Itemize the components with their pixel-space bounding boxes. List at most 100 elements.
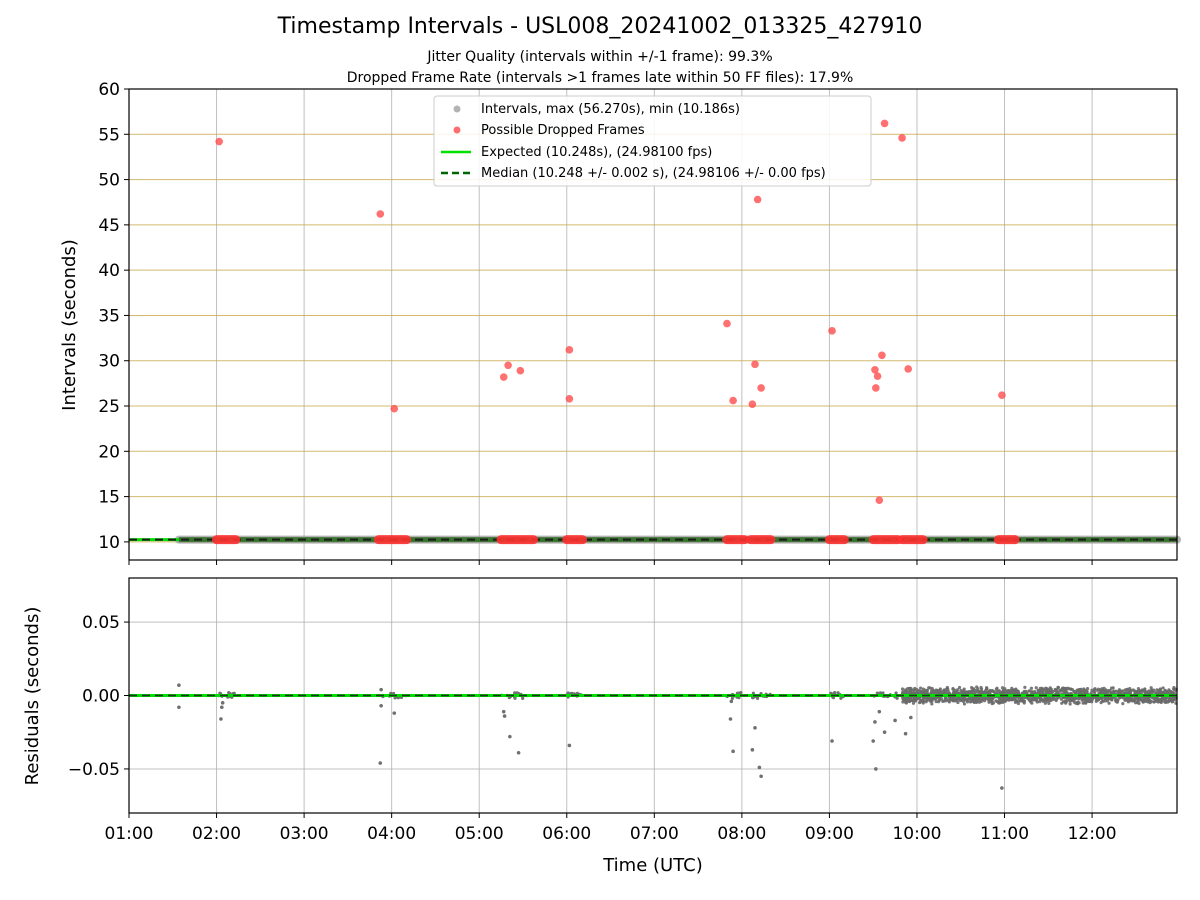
residual-point	[1078, 688, 1083, 692]
residual-point	[1172, 687, 1176, 691]
residual-outlier-point	[177, 705, 181, 710]
residual-outlier-point	[873, 720, 877, 724]
residual-outlier-point	[501, 709, 506, 714]
dropped-frame-point	[390, 404, 399, 413]
residual-point	[989, 699, 993, 703]
residual-outlier-point	[378, 761, 383, 765]
residual-point	[1171, 690, 1175, 695]
residual-point	[959, 697, 964, 701]
dropped-frame-point	[873, 372, 882, 380]
residual-outlier-point	[392, 711, 397, 715]
bottom-x-tick-label: 09:00	[805, 824, 854, 844]
residual-point	[972, 696, 976, 700]
residual-point	[1030, 701, 1034, 705]
residual-point	[1031, 698, 1035, 702]
residual-point	[1114, 689, 1118, 693]
residual-point	[969, 697, 973, 701]
dropped-frame-point	[565, 394, 574, 403]
residual-point	[955, 697, 960, 702]
residual-point	[917, 689, 921, 693]
residual-point	[1000, 686, 1005, 690]
residual-point	[1046, 687, 1051, 691]
residual-point	[1154, 696, 1158, 701]
residual-point	[949, 696, 953, 700]
residual-point	[393, 696, 397, 700]
residual-point	[955, 691, 959, 695]
residual-point	[921, 699, 925, 703]
chart-title: Timestamp Intervals - USL008_20241002_01…	[277, 14, 923, 39]
residual-point	[1006, 697, 1010, 701]
residual-point	[1029, 686, 1034, 690]
residual-point	[1140, 698, 1144, 702]
legend-entry-intervals: Intervals, max (56.270s), min (10.186s)	[481, 102, 740, 117]
residual-point	[962, 702, 967, 706]
residual-point	[1038, 698, 1043, 702]
residual-outlier-point	[220, 701, 225, 705]
residual-point	[1131, 699, 1135, 703]
residual-point	[979, 698, 983, 702]
residual-point	[930, 702, 934, 706]
residual-outlier-point	[220, 705, 224, 710]
residual-point	[1082, 696, 1086, 700]
residual-point	[1054, 688, 1058, 693]
residual-point	[1083, 701, 1087, 705]
residual-point	[839, 696, 843, 700]
dropped-frame-point	[898, 134, 906, 142]
residual-point	[1173, 698, 1177, 702]
bottom-x-tick-label: 10:00	[892, 824, 941, 844]
residual-point	[908, 686, 912, 690]
legend-marker-dropped	[453, 126, 461, 134]
bottom-x-tick-label: 04:00	[367, 824, 416, 844]
residual-point	[1044, 686, 1048, 690]
residual-point	[919, 686, 923, 690]
residual-point	[933, 697, 938, 701]
top-y-tick-label: 45	[98, 216, 120, 236]
residual-point	[1036, 688, 1040, 692]
top-y-tick-label: 50	[98, 171, 120, 191]
dropped-frame-point	[872, 384, 880, 392]
residual-point	[1113, 696, 1117, 700]
top-y-tick-label: 25	[98, 397, 120, 417]
top-y-tick-label: 40	[98, 261, 120, 281]
residual-point	[515, 691, 519, 695]
legend-entry-dropped: Possible Dropped Frames	[481, 123, 645, 138]
residual-outlier-point	[379, 687, 383, 692]
residual-point	[925, 688, 929, 693]
residual-point	[1161, 686, 1165, 690]
residual-point	[1074, 696, 1078, 701]
bottom-x-tick-label: 02:00	[192, 824, 241, 844]
residual-point	[1049, 698, 1053, 702]
bottom-x-tick-label: 12:00	[1068, 824, 1117, 844]
residual-point	[913, 696, 917, 700]
residual-point	[1116, 698, 1120, 703]
residual-point	[909, 690, 913, 694]
residual-point	[1168, 698, 1172, 702]
residual-point	[1027, 689, 1031, 693]
residual-point	[1107, 701, 1111, 705]
chart-subtitle-jitter: Jitter Quality (intervals within +/-1 fr…	[427, 49, 773, 65]
top-y-tick-label: 20	[98, 442, 120, 462]
bottom-x-tick-label: 05:00	[455, 824, 504, 844]
residual-point	[1014, 700, 1019, 704]
residual-point	[998, 700, 1002, 705]
residual-point	[1095, 688, 1099, 693]
residual-outlier-point	[877, 709, 882, 714]
residual-outlier-point	[759, 774, 763, 779]
residual-point	[1128, 698, 1132, 703]
residual-point	[911, 701, 916, 705]
residual-point	[979, 687, 984, 691]
residual-point	[1070, 698, 1074, 702]
residual-point	[910, 698, 914, 702]
residual-point	[1001, 689, 1005, 694]
residual-outlier-point	[379, 703, 383, 708]
residual-point	[902, 698, 906, 702]
residual-point	[957, 685, 962, 690]
residual-point	[974, 700, 978, 704]
dropped-frame-point	[748, 400, 757, 409]
residual-point	[1023, 685, 1027, 689]
residual-point	[1105, 699, 1110, 703]
bottom-x-tick-label: 01:00	[105, 824, 154, 844]
residual-point	[1143, 699, 1147, 703]
residual-point	[1100, 691, 1104, 695]
dropped-frame-point	[880, 119, 889, 128]
